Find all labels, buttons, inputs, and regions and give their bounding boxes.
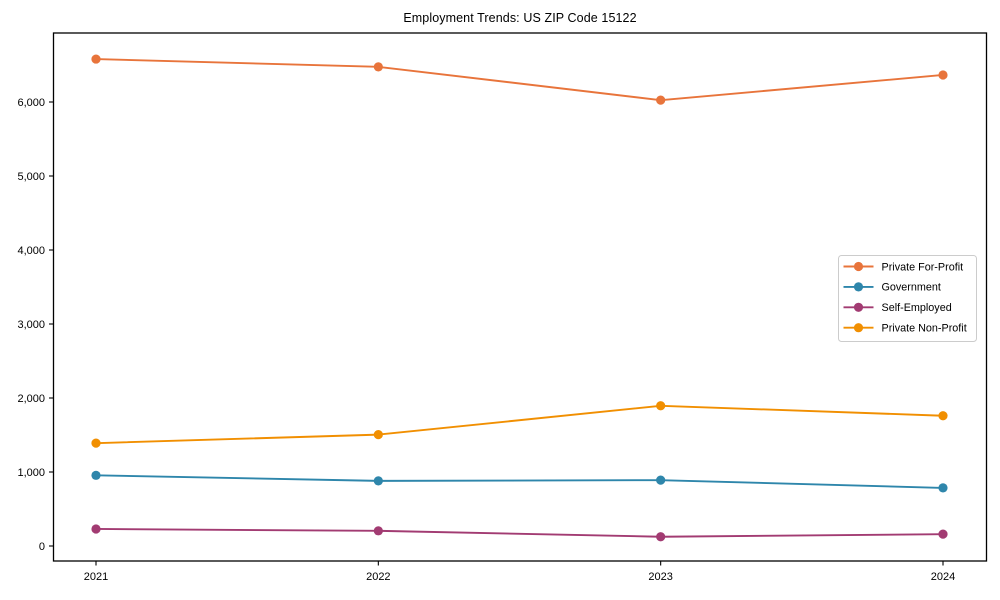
series-line-self-employed: [95, 528, 944, 538]
series-marker-self-employed: [373, 526, 383, 536]
x-tick-label: 2022: [366, 571, 390, 583]
chart-title: Employment Trends: US ZIP Code 15122: [403, 11, 637, 25]
legend-label: Self-Employed: [882, 302, 952, 314]
series-marker-private-non-profit: [91, 438, 101, 448]
series-marker-government: [656, 475, 666, 485]
legend-label: Private For-Profit: [882, 261, 964, 273]
series-marker-government: [91, 470, 101, 480]
series-marker-self-employed: [91, 524, 101, 534]
y-tick-label: 5,000: [17, 171, 45, 183]
series-marker-private-for-profit: [91, 54, 101, 64]
series-marker-government: [938, 483, 948, 493]
y-tick-label: 4,000: [17, 245, 45, 257]
x-tick-label: 2024: [931, 571, 955, 583]
legend-label: Government: [882, 282, 941, 294]
series-marker-self-employed: [656, 532, 666, 542]
legend-box: [838, 255, 977, 342]
y-tick-label: 0: [39, 541, 45, 553]
series-line-private-for-profit: [95, 58, 944, 102]
plot-border: [52, 32, 988, 562]
y-tick-label: 6,000: [17, 97, 45, 109]
legend-sample-marker: [853, 302, 864, 312]
series-line-government: [95, 474, 944, 489]
legend-label: Private Non-Profit: [882, 323, 967, 335]
series-marker-private-for-profit: [938, 70, 948, 80]
y-tick-label: 3,000: [17, 319, 45, 331]
y-tick-label: 1,000: [17, 467, 45, 479]
series-marker-private-for-profit: [656, 95, 666, 105]
y-tick-label: 2,000: [17, 393, 45, 405]
series-marker-private-non-profit: [656, 401, 666, 411]
series-line-private-non-profit: [95, 404, 944, 445]
series-marker-government: [373, 476, 383, 486]
legend-sample-marker: [853, 282, 864, 292]
series-marker-private-non-profit: [938, 411, 948, 421]
series-marker-private-for-profit: [373, 62, 383, 72]
series-marker-self-employed: [938, 529, 948, 539]
x-tick-label: 2023: [648, 571, 672, 583]
series-marker-private-non-profit: [373, 430, 383, 440]
legend-sample-marker: [853, 323, 864, 333]
legend-sample-marker: [853, 261, 864, 272]
x-tick-label: 2021: [84, 571, 108, 583]
